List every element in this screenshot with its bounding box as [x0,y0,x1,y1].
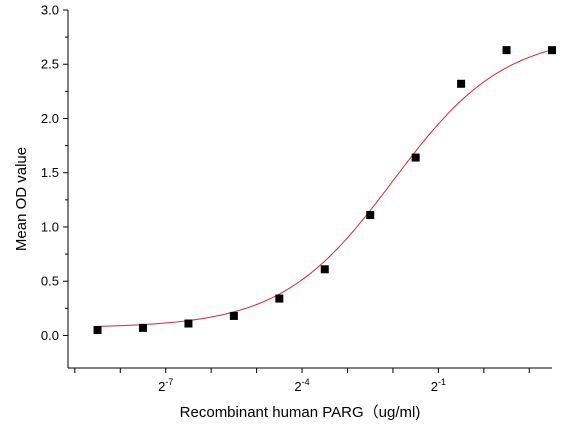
fit-curve [95,48,555,327]
data-point [457,79,466,88]
x-axis: 2-7 2-4 2-1 [68,367,552,394]
y-tick-label: 2.0 [41,111,59,126]
y-tick-label: 2.5 [41,57,59,72]
y-tick-label: 1.5 [41,165,59,180]
y-tick-label: 0.5 [41,274,59,289]
x-tick-label: 2-4 [294,377,309,394]
y-axis-title: Mean OD value [13,147,30,251]
data-point [229,311,238,320]
data-point [366,211,375,220]
plot-area [93,46,556,335]
y-tick-label: 0.0 [41,328,59,343]
y-axis: 0.0 0.5 1.0 1.5 2.0 2.5 3.0 [41,3,69,368]
data-point [93,326,102,335]
data-point [138,323,147,332]
data-point [275,294,284,303]
x-tick-label: 2-7 [158,377,173,394]
x-tick-label: 2-1 [431,377,446,394]
data-point [411,153,420,162]
data-point [184,319,193,328]
x-axis-title: Recombinant human PARG（ug/ml) [180,404,421,421]
data-point [320,265,329,274]
data-point [548,46,556,55]
y-tick-label: 1.0 [41,219,59,234]
y-tick-label: 3.0 [41,3,59,18]
data-point [502,46,511,55]
